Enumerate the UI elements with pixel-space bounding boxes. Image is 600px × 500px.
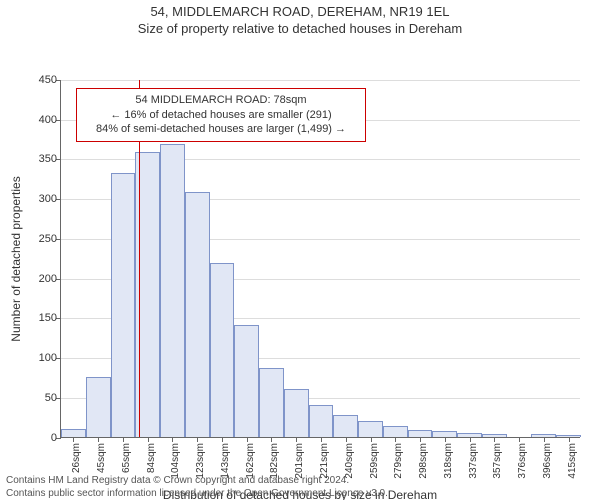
x-tick-label: 279sqm — [393, 443, 404, 479]
x-tick-label: 376sqm — [517, 443, 528, 479]
histogram-bar — [61, 429, 86, 437]
y-axis-label: Number of detached properties — [9, 176, 23, 341]
x-tick — [494, 437, 495, 442]
y-tick-label: 300 — [39, 193, 61, 205]
y-tick-label: 350 — [39, 153, 61, 165]
chart-container: Number of detached properties 0 50 100 150 2… — [0, 38, 600, 500]
x-tick-label: 84sqm — [146, 443, 157, 473]
annotation-line-1: ← 16% of detached houses are smaller (29… — [87, 108, 355, 123]
x-tick — [569, 437, 570, 442]
x-tick-label: 337sqm — [468, 443, 479, 479]
histogram-bar — [86, 377, 111, 437]
annotation-line-0: 54 MIDDLEMARCH ROAD: 78sqm — [87, 93, 355, 108]
histogram-bar — [111, 173, 136, 437]
histogram-bar — [259, 368, 284, 437]
x-tick — [73, 437, 74, 442]
x-tick-label: 298sqm — [418, 443, 429, 479]
footer-line2: Contains public sector information licen… — [6, 487, 388, 500]
x-tick — [247, 437, 248, 442]
y-tick-label: 50 — [45, 392, 61, 404]
x-tick-label: 318sqm — [443, 443, 454, 479]
y-tick-label: 250 — [39, 233, 61, 245]
x-tick — [321, 437, 322, 442]
histogram-bar — [284, 389, 309, 437]
histogram-bar — [309, 405, 334, 437]
annotation-box: 54 MIDDLEMARCH ROAD: 78sqm← 16% of detac… — [76, 88, 366, 143]
x-tick — [519, 437, 520, 442]
x-tick — [445, 437, 446, 442]
histogram-bar — [333, 415, 358, 437]
histogram-bar — [234, 325, 259, 436]
x-tick-label: 65sqm — [121, 443, 132, 473]
x-tick — [98, 437, 99, 442]
x-tick — [420, 437, 421, 442]
x-tick — [271, 437, 272, 442]
chart-title-line2: Size of property relative to detached ho… — [0, 21, 600, 38]
annotation-line-2: 84% of semi-detached houses are larger (… — [87, 122, 355, 137]
x-tick — [123, 437, 124, 442]
histogram-bar — [408, 430, 433, 437]
x-tick — [346, 437, 347, 442]
y-tick-label: 150 — [39, 312, 61, 324]
x-tick — [470, 437, 471, 442]
x-tick-label: 45sqm — [96, 443, 107, 473]
x-tick — [172, 437, 173, 442]
histogram-bar — [210, 263, 235, 436]
footer: Contains HM Land Registry data © Crown c… — [0, 474, 394, 500]
x-tick-label: 26sqm — [71, 443, 82, 473]
footer-line1: Contains HM Land Registry data © Crown c… — [6, 474, 388, 487]
x-tick-label: 415sqm — [567, 443, 578, 479]
histogram-bar — [358, 421, 383, 437]
x-tick-label: 357sqm — [492, 443, 503, 479]
x-tick — [395, 437, 396, 442]
x-tick — [197, 437, 198, 442]
y-tick-label: 400 — [39, 114, 61, 126]
x-tick — [148, 437, 149, 442]
y-tick-label: 200 — [39, 273, 61, 285]
y-tick-label: 100 — [39, 352, 61, 364]
x-tick — [371, 437, 372, 442]
y-tick-label: 0 — [51, 432, 61, 444]
chart-title-line1: 54, MIDDLEMARCH ROAD, DEREHAM, NR19 1EL — [0, 0, 600, 21]
x-tick-label: 396sqm — [542, 443, 553, 479]
histogram-bar — [383, 426, 408, 436]
x-tick — [544, 437, 545, 442]
x-tick — [296, 437, 297, 442]
histogram-bar — [185, 192, 210, 437]
histogram-bar — [160, 144, 185, 437]
x-tick — [222, 437, 223, 442]
y-tick-label: 450 — [39, 74, 61, 86]
